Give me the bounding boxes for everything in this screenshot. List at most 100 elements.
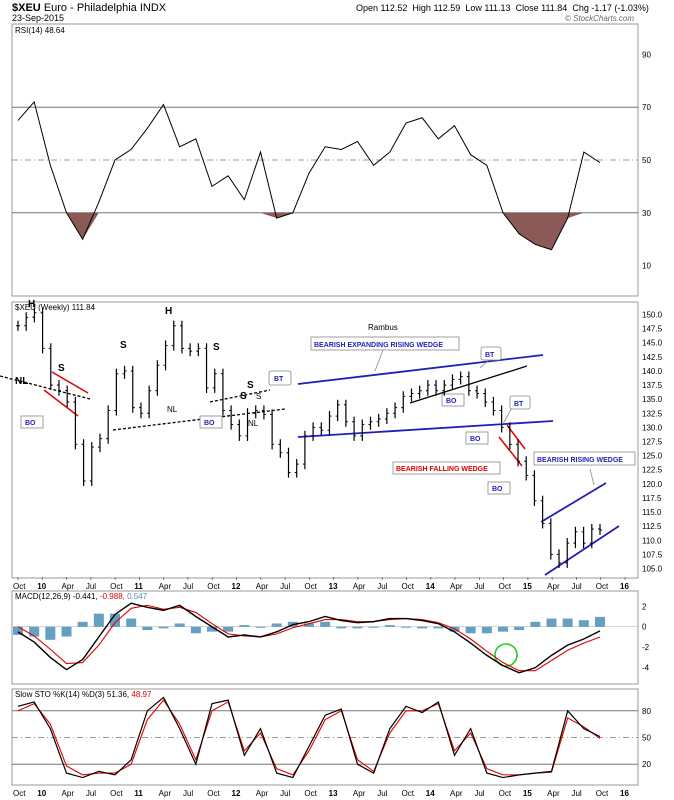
price-xtick: Apr [450,582,463,591]
price-xtick: Oct [401,582,414,591]
s1-label: S [58,363,65,374]
price-ytick: 112.5 [642,522,662,531]
price-ytick: 130.0 [642,423,663,432]
s4-label: S [247,380,254,391]
rsi-ytick: 50 [642,156,651,165]
sto-ytick: 80 [642,707,651,716]
price-ytick: 142.5 [642,353,663,362]
macd-signal-line [17,604,601,672]
macd-hist-bar [190,626,201,634]
sto-xtick: 16 [620,789,629,798]
rising-wedge-bottom [544,525,620,576]
macd-hist-bar [271,623,282,627]
nl-right-label: NL [248,419,259,428]
wedge-pointer [589,468,595,486]
price-xtick: Oct [207,582,220,591]
neckline-mid [112,408,286,431]
price-xtick: 16 [620,582,629,591]
price-xtick: Jul [571,582,581,591]
price-ytick: 110.0 [642,536,662,545]
macd-hist-bar [465,626,476,634]
bo1-label: BO [25,420,36,427]
bo4-label: BO [470,436,481,443]
neckline-left [0,375,91,400]
wedge-top-line [297,354,544,385]
price-xtick: Oct [110,582,123,591]
price-xtick: Jul [474,582,484,591]
macd-hist-bar [142,626,153,631]
bt1-box [268,370,292,386]
macd-hist-bar [223,626,234,632]
sto-xtick: Apr [353,789,366,798]
sto-xtick: Apr [547,789,560,798]
bt-pointer-2 [479,358,491,369]
price-xtick: 12 [232,582,241,591]
price-ytick: 140.0 [642,367,663,376]
sto-xtick: 10 [37,789,46,798]
high-label: High [412,3,431,13]
wedge3-label: BEARISH RISING WEDGE [537,457,623,464]
macd-hist-bar [320,621,331,627]
price-ytick: 115.0 [642,508,662,517]
sto-legend-prefix: Slow STO %K(14) %D(3) [15,690,105,699]
open-value: 112.52 [380,3,408,13]
macd-legend-macd: -0.441, [73,592,98,601]
macd-hist-bar [45,626,56,640]
sto-xtick: 12 [232,789,241,798]
macd-legend: MACD(12,26,9) -0.441, -0.988, 0.547 [15,592,148,601]
s5-label: S [240,391,247,402]
price-ytick: 132.5 [642,409,663,418]
macd-hist-bar [352,626,363,629]
sto-xtick: Oct [304,789,317,798]
price-xtick: Oct [499,582,512,591]
price-ytick: 122.5 [642,466,663,475]
low-value: 111.13 [484,3,511,13]
macd-hist-bar [401,626,411,628]
sto-xtick: Oct [13,789,26,798]
macd-hist-bar [29,626,40,637]
sto-k-line [17,696,601,779]
macd-legend-hist: 0.547 [127,592,148,601]
price-panel [11,301,639,579]
nl-mid-label: NL [167,405,178,414]
bt2-box [480,346,502,361]
wedge2-label: BEARISH FALLING WEDGE [396,466,488,473]
bt3-label: BT [514,401,524,408]
price-xtick: 10 [37,582,46,591]
h-mid-label: H [165,306,172,317]
chg-label: Chg [572,3,589,13]
sto-xtick: Jul [86,789,96,798]
open-label: Open [356,3,379,13]
price-xtick: Jul [183,582,193,591]
sto-xtick: 13 [329,789,338,798]
macd-hist-bar [13,626,23,635]
macd-hist-bar [546,618,557,627]
sto-xtick: Oct [110,789,123,798]
price-xtick: 15 [523,582,532,591]
wedge2-box [392,461,501,475]
price-xtick: Jul [280,582,290,591]
price-xtick: Jul [377,582,387,591]
sto-ytick: 50 [642,734,651,743]
sto-legend: Slow STO %K(14) %D(3) 51.36, 48.97 [15,690,152,699]
sto-legend-k: 51.36, [107,690,129,699]
macd-ytick: 2 [642,602,647,611]
sto-xtick: Oct [207,789,220,798]
price-ytick: 105.0 [642,565,663,574]
macd-hist-bar [562,618,573,627]
price-xtick: Oct [304,582,317,591]
security-name: Euro - Philadelphia [43,2,137,14]
rambus-label: Rambus [368,323,398,332]
close-label: Close [515,3,539,13]
price-xtick: 11 [134,582,143,591]
sto-xtick: Apr [159,789,172,798]
price-ytick: 127.5 [642,438,663,447]
bo4-box [465,431,489,445]
macd-line [17,602,601,674]
bo5-label: BO [492,486,503,493]
sto-xtick: 11 [134,789,143,798]
sto-xtick: 14 [426,789,435,798]
bo3-label: BO [446,398,457,405]
nl-left-label: NL [15,376,28,387]
rsi-ytick: 30 [642,209,651,218]
